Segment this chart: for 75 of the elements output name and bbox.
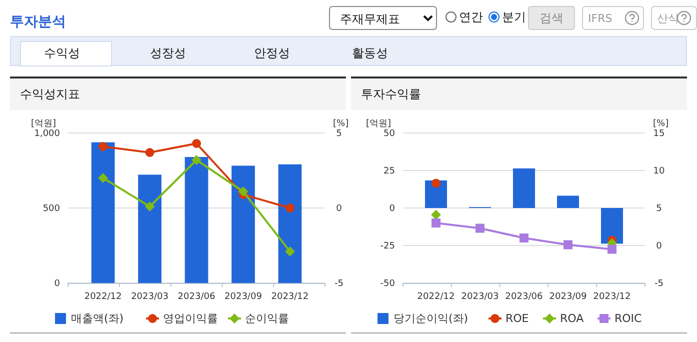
text: 연간: [459, 10, 483, 24]
text: 수익성: [44, 46, 80, 60]
x-tick-label: 2023/09: [549, 292, 587, 302]
x-tick-label: 2022/12: [84, 292, 122, 302]
bar: [513, 168, 535, 208]
point: [520, 234, 528, 242]
text: 산식: [657, 12, 679, 25]
legend-label: ROIC: [614, 312, 642, 325]
point: [432, 218, 440, 228]
point: [432, 178, 440, 188]
text: 투자분석: [10, 14, 66, 30]
y2-axis-title: [%]: [333, 119, 349, 129]
x-tick-label: 2022/12: [417, 292, 455, 302]
x-tick-label: 2023/12: [593, 292, 631, 302]
bar: [184, 157, 208, 283]
x-tick-label: 2023/06: [178, 292, 216, 302]
point: [431, 210, 441, 220]
point: [564, 240, 572, 250]
legend-label: ROA: [560, 312, 584, 325]
y2-tick-label: 0: [336, 204, 342, 214]
legend-label: 당기순이익(좌): [394, 312, 468, 325]
y-tick-label: 50: [384, 129, 396, 139]
point: [285, 204, 294, 212]
y-tick-label: -50: [380, 279, 396, 289]
legend-label: ROE: [506, 312, 529, 325]
point: [145, 148, 154, 157]
text: 안정성: [254, 46, 290, 60]
bar: [557, 196, 579, 208]
text: 성장성: [150, 46, 186, 60]
legend-label: 순이익률: [245, 312, 289, 325]
y2-tick-label: 5: [336, 129, 342, 139]
chart-title: 투자수익률: [361, 87, 421, 101]
text: 검색: [540, 11, 564, 25]
x-tick-label: 2023/03: [131, 292, 168, 302]
point: [476, 224, 484, 233]
x-tick-label: 2023/09: [224, 292, 262, 302]
y-tick-label: 500: [42, 204, 60, 214]
y2-tick-label: 10: [653, 166, 665, 176]
point: [144, 202, 155, 212]
y2-tick-label: -5: [334, 279, 344, 289]
point: [192, 139, 201, 148]
y-tick-label: 0: [389, 204, 396, 214]
y-axis-title: [억원]: [366, 119, 392, 129]
y2-tick-label: -5: [654, 279, 664, 289]
y-tick-label: 0: [54, 279, 60, 289]
point: [192, 155, 202, 165]
text: 분기: [502, 10, 526, 24]
text: 활동성: [352, 46, 388, 60]
y-tick-label: 1,000: [34, 129, 60, 139]
bar: [232, 166, 255, 283]
y2-axis-title: [%]: [653, 119, 669, 129]
point: [98, 142, 108, 151]
point: [608, 244, 616, 254]
point: [238, 186, 248, 196]
bar: [91, 142, 115, 283]
y2-tick-label: 0: [656, 242, 662, 252]
text: IFRS: [588, 12, 612, 25]
legend-label: 영업이익률: [163, 312, 218, 325]
y2-tick-label: 5: [656, 204, 662, 214]
point: [98, 173, 108, 183]
bar: [138, 174, 162, 283]
x-tick-label: 2023/12: [271, 292, 309, 302]
y-axis-title: [억원]: [31, 119, 56, 129]
y-tick-label: -25: [380, 242, 395, 252]
bar: [425, 180, 447, 208]
legend-label: 매출액(좌): [71, 312, 124, 325]
chart-title: 수익성지표: [20, 87, 80, 101]
x-tick-label: 2023/03: [461, 292, 499, 302]
y-tick-label: 25: [384, 166, 395, 176]
bar: [601, 208, 623, 244]
bar: [278, 164, 302, 283]
x-tick-label: 2023/06: [505, 292, 543, 302]
text: 주재무제표: [340, 12, 400, 26]
y2-tick-label: 15: [653, 129, 665, 139]
point: [284, 246, 295, 256]
